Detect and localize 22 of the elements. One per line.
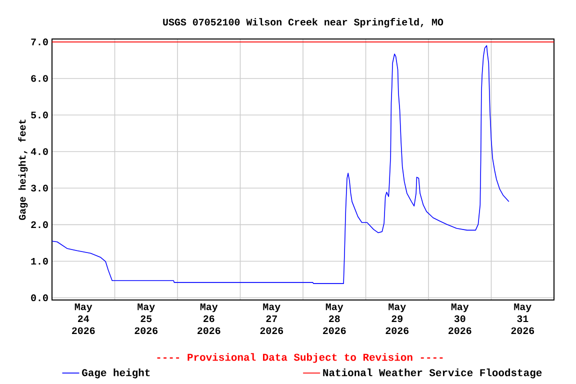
legend-label: Gage height (82, 368, 150, 378)
x-tick-label: May 31 2026 (511, 304, 534, 334)
chart-title: USGS 07052100 Wilson Creek near Springfield, MO (163, 18, 444, 28)
x-tick-label: May 30 2026 (448, 304, 472, 334)
y-tick-label: 7.0 (31, 38, 48, 46)
x-tick-label: May 26 2026 (198, 304, 220, 334)
x-tick-label: May 24 2026 (72, 304, 95, 334)
x-tick-label: May 29 2026 (386, 304, 409, 334)
y-tick-label: 6.0 (31, 75, 48, 82)
x-tick-label: May 27 2026 (260, 304, 284, 334)
y-tick-label: 4.0 (30, 148, 48, 155)
y-tick-label: 0.0 (31, 294, 48, 302)
y-tick-label: 5.0 (31, 112, 48, 118)
line-series (52, 45, 510, 284)
y-tick-label: 1.0 (31, 258, 48, 265)
text: ---- Provisional Data Subject to Revision ---- (157, 353, 443, 363)
y-tick-label: 2.0 (31, 221, 48, 228)
x-tick-label: May 28 2026 (323, 304, 346, 334)
x-tick-label: May 25 2026 (134, 304, 158, 334)
legend-label: National Weather Service Floodstage (323, 368, 542, 378)
y-axis-title: Gage height, feet (18, 120, 28, 220)
y-tick-label: 3.0 (30, 184, 48, 192)
